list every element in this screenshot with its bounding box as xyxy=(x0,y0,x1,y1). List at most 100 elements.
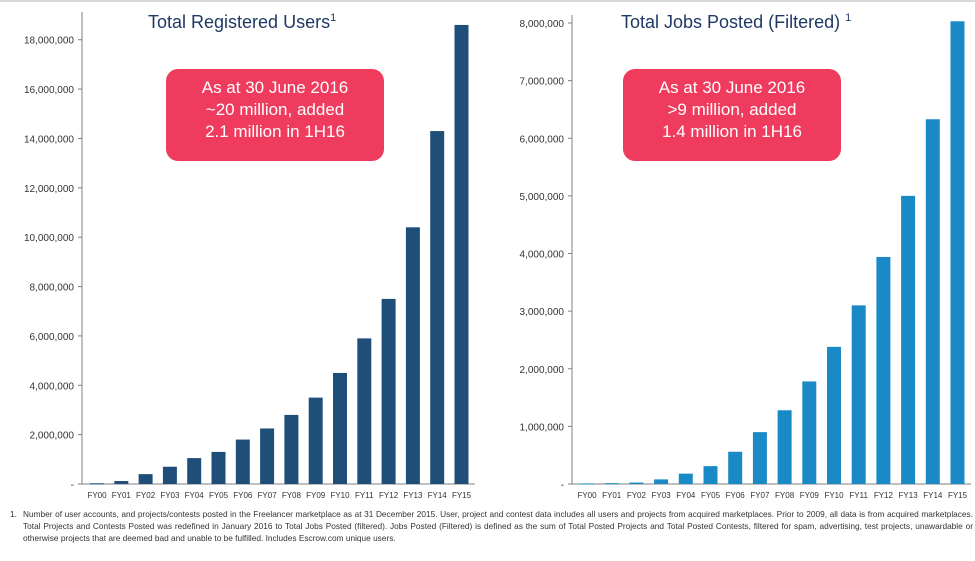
jobs-posted-title-footnote-ref: 1 xyxy=(845,12,852,24)
jobs-x-tick-label: FY12 xyxy=(874,491,894,500)
users-x-tick-label: FY13 xyxy=(403,491,423,500)
registered-users-callout: As at 30 June 2016 ~20 million, added 2.… xyxy=(166,69,384,161)
jobs-y-tick-label: 8,000,000 xyxy=(520,19,565,30)
jobs-bar-fy02 xyxy=(629,482,644,484)
users-y-tick-label: 14,000,000 xyxy=(24,134,74,145)
top-divider-line xyxy=(0,0,975,2)
footnote-number: 1. xyxy=(10,509,17,519)
users-x-tick-label: FY08 xyxy=(282,491,302,500)
registered-users-chart: - 2,000,000 4,000,000 6,000,000 8,000,000 10,… xyxy=(24,12,475,500)
jobs-bar-fy15 xyxy=(950,21,965,485)
jobs-bar-fy10 xyxy=(827,346,841,484)
users-bar-fy07 xyxy=(260,428,275,484)
callout-line-3: 1.4 million in 1H16 xyxy=(662,122,802,141)
users-bar-fy10 xyxy=(333,372,347,484)
users-bar-fy00 xyxy=(90,483,104,485)
jobs-y-tick-label: 3,000,000 xyxy=(520,307,565,318)
jobs-y-tick-label: 7,000,000 xyxy=(520,77,565,88)
users-x-tick-label: FY06 xyxy=(233,491,253,500)
users-x-tick-label: FY14 xyxy=(428,491,448,500)
users-y-tick-label: 10,000,000 xyxy=(24,233,74,244)
jobs-y-tick-label: 2,000,000 xyxy=(520,365,565,376)
jobs-bar-fy08 xyxy=(777,410,792,484)
jobs-x-tick-label: FY08 xyxy=(775,491,795,500)
callout-line-2: >9 million, added xyxy=(667,100,797,119)
users-y-tick-label: 2,000,000 xyxy=(30,431,75,442)
jobs-bar-fy14 xyxy=(925,119,940,484)
jobs-bar-fy11 xyxy=(851,305,866,484)
users-x-tick-label: FY15 xyxy=(452,491,472,500)
jobs-bar-fy13 xyxy=(901,195,916,484)
users-bar-fy09 xyxy=(308,397,323,484)
jobs-y-tick-label: 5,000,000 xyxy=(520,192,565,203)
callout-line-2: ~20 million, added xyxy=(205,100,345,119)
jobs-bar-fy05 xyxy=(703,466,718,484)
users-x-tick-label: FY09 xyxy=(306,491,326,500)
jobs-y-tick-label: 6,000,000 xyxy=(520,134,565,145)
users-y-tick-label: 12,000,000 xyxy=(24,184,74,195)
jobs-x-tick-label: FY00 xyxy=(577,491,597,500)
jobs-posted-title: Total Jobs Posted (Filtered) 1 xyxy=(621,12,851,33)
users-bar-fy06 xyxy=(235,439,250,484)
users-x-tick-label: FY01 xyxy=(112,491,132,500)
users-bar-fy02 xyxy=(138,474,153,484)
jobs-x-tick-label: FY01 xyxy=(602,491,622,500)
jobs-posted-title-text: Total Jobs Posted (Filtered) xyxy=(621,12,841,32)
jobs-x-tick-label: FY07 xyxy=(750,491,770,500)
users-bar-fy13 xyxy=(405,227,420,484)
users-x-tick-label: FY11 xyxy=(355,491,374,500)
users-y-tick-label: 4,000,000 xyxy=(30,381,75,392)
jobs-bar-fy12 xyxy=(876,256,891,484)
users-bar-fy12 xyxy=(381,298,396,484)
jobs-posted-chart: - 1,000,000 2,000,000 3,000,000 4,000,000 5,0… xyxy=(520,15,972,500)
jobs-y-tick-label: - xyxy=(561,480,564,491)
jobs-posted-callout: As at 30 June 2016 >9 million, added 1.4… xyxy=(623,69,841,161)
users-x-tick-label: FY10 xyxy=(330,491,350,500)
users-bar-fy11 xyxy=(357,338,372,484)
users-y-tick-label: 16,000,000 xyxy=(24,85,74,96)
jobs-bar-fy01 xyxy=(604,483,619,485)
jobs-bar-fy09 xyxy=(802,381,817,484)
jobs-bar-fy03 xyxy=(654,479,669,484)
jobs-x-tick-label: FY06 xyxy=(726,491,746,500)
users-y-tick-label: - xyxy=(71,480,74,491)
jobs-x-tick-label: FY04 xyxy=(676,491,696,500)
jobs-posted-panel: - 1,000,000 2,000,000 3,000,000 4,000,000 5,0… xyxy=(490,0,975,505)
users-bar-fy03 xyxy=(162,466,177,484)
users-y-tick-label: 8,000,000 xyxy=(30,283,75,294)
jobs-bar-fy07 xyxy=(752,432,767,484)
jobs-x-tick-label: FY14 xyxy=(923,491,943,500)
users-x-tick-label: FY12 xyxy=(379,491,399,500)
jobs-x-tick-label: FY03 xyxy=(652,491,672,500)
jobs-bar-fy04 xyxy=(678,473,693,484)
users-bar-fy05 xyxy=(211,451,226,484)
jobs-y-tick-label: 4,000,000 xyxy=(520,250,565,261)
users-bar-fy04 xyxy=(187,458,202,484)
users-bar-fy01 xyxy=(114,481,129,484)
registered-users-title: Total Registered Users1 xyxy=(148,12,336,33)
callout-line-1: As at 30 June 2016 xyxy=(201,78,349,97)
registered-users-title-footnote-ref: 1 xyxy=(330,12,337,24)
users-y-tick-label: 6,000,000 xyxy=(30,332,75,343)
jobs-x-tick-label: FY05 xyxy=(701,491,721,500)
jobs-x-tick-label: FY11 xyxy=(849,491,868,500)
jobs-bar-fy06 xyxy=(728,451,743,484)
callout-line-1: As at 30 June 2016 xyxy=(658,78,806,97)
users-x-tick-label: FY04 xyxy=(185,491,205,500)
jobs-bar-fy00 xyxy=(580,483,594,485)
jobs-x-tick-label: FY02 xyxy=(627,491,647,500)
users-x-tick-label: FY02 xyxy=(136,491,156,500)
users-bar-fy08 xyxy=(284,414,299,484)
jobs-y-tick-label: 1,000,000 xyxy=(520,422,565,433)
registered-users-panel: - 2,000,000 4,000,000 6,000,000 8,000,000 10,… xyxy=(0,0,490,505)
jobs-x-tick-label: FY13 xyxy=(899,491,919,500)
users-x-tick-label: FY03 xyxy=(160,491,180,500)
users-x-tick-label: FY05 xyxy=(209,491,229,500)
users-x-tick-label: FY07 xyxy=(258,491,278,500)
registered-users-title-text: Total Registered Users xyxy=(148,12,331,32)
jobs-x-tick-label: FY09 xyxy=(800,491,820,500)
users-bar-fy15 xyxy=(454,24,469,485)
jobs-x-tick-label: FY10 xyxy=(824,491,844,500)
users-bar-fy14 xyxy=(430,131,445,484)
callout-line-3: 2.1 million in 1H16 xyxy=(205,122,345,141)
